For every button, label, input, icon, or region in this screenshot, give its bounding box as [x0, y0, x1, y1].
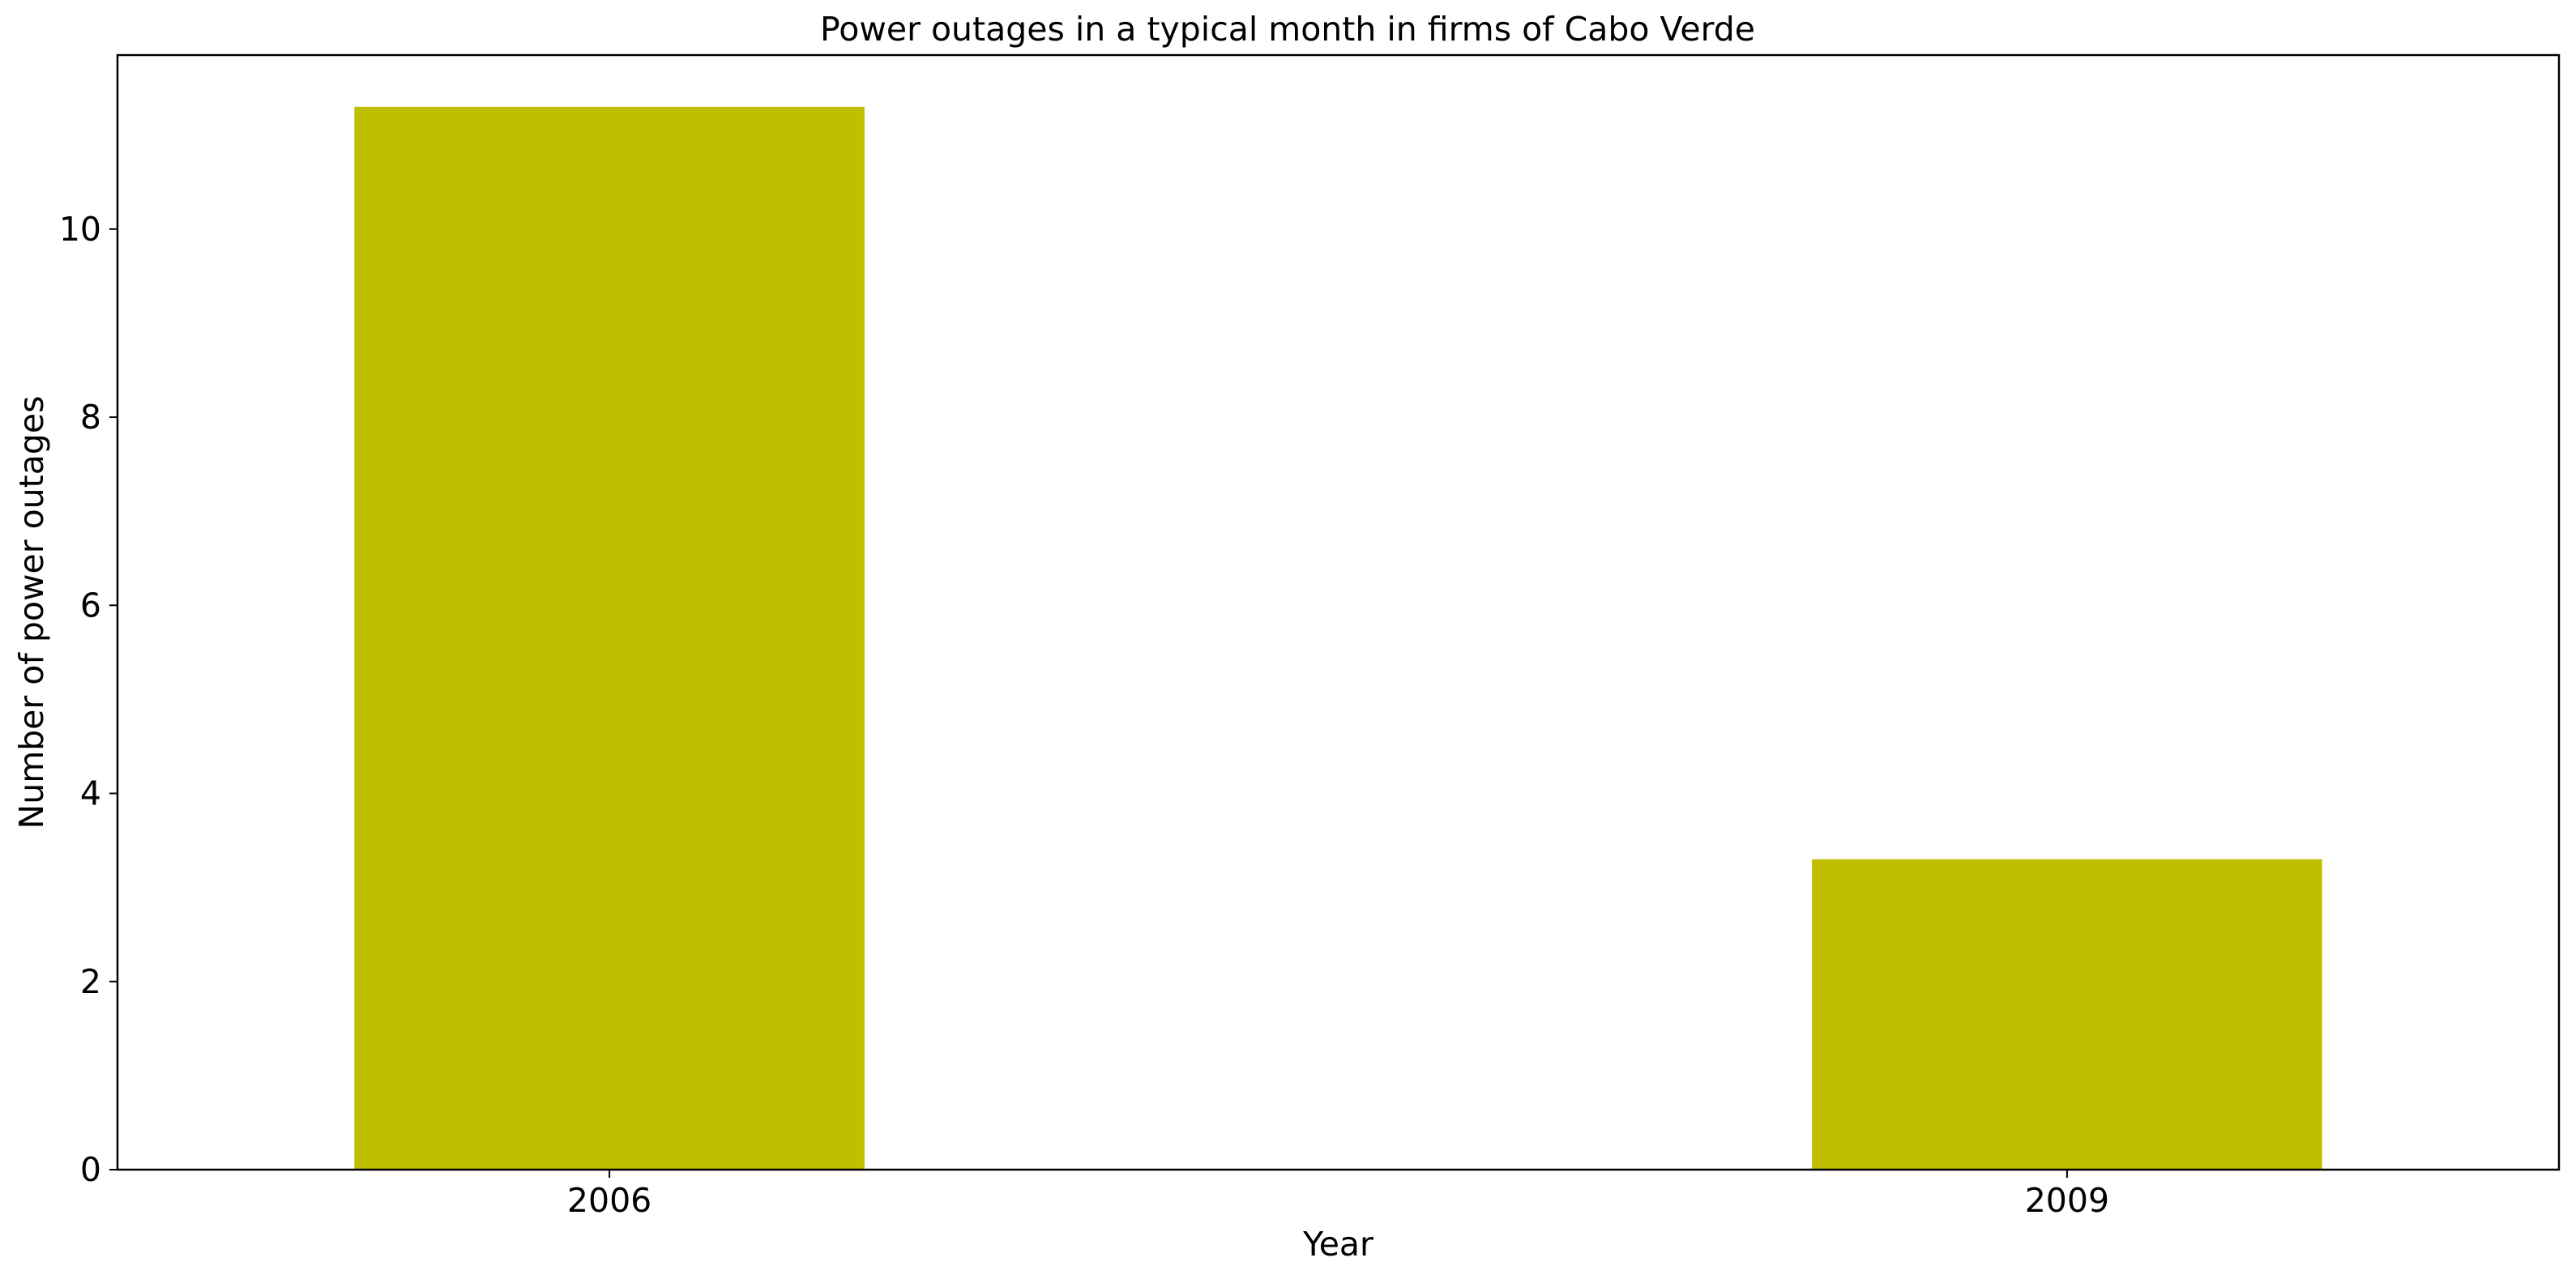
y-tick-label: 4 [80, 774, 101, 813]
y-tick-label: 8 [80, 398, 101, 437]
x-axis: 2006 2009 [567, 1170, 2109, 1220]
x-tick-label: 2006 [567, 1181, 651, 1220]
x-tick-label: 2009 [2025, 1181, 2109, 1220]
y-tick-label: 2 [80, 962, 101, 1001]
y-axis-label: Number of power outages [12, 396, 51, 829]
y-axis: 0 2 4 6 8 10 [59, 210, 117, 1189]
chart-title: Power outages in a typical month in firm… [820, 10, 1755, 49]
y-tick-label: 0 [80, 1150, 101, 1189]
bar-2006 [354, 106, 865, 1170]
y-tick-label: 10 [59, 210, 101, 249]
y-tick-label: 6 [80, 586, 101, 625]
x-axis-label: Year [1302, 1225, 1373, 1264]
bar-2009 [1812, 859, 2322, 1170]
plot-area [354, 106, 2322, 1170]
plot-frame [116, 53, 2561, 1171]
